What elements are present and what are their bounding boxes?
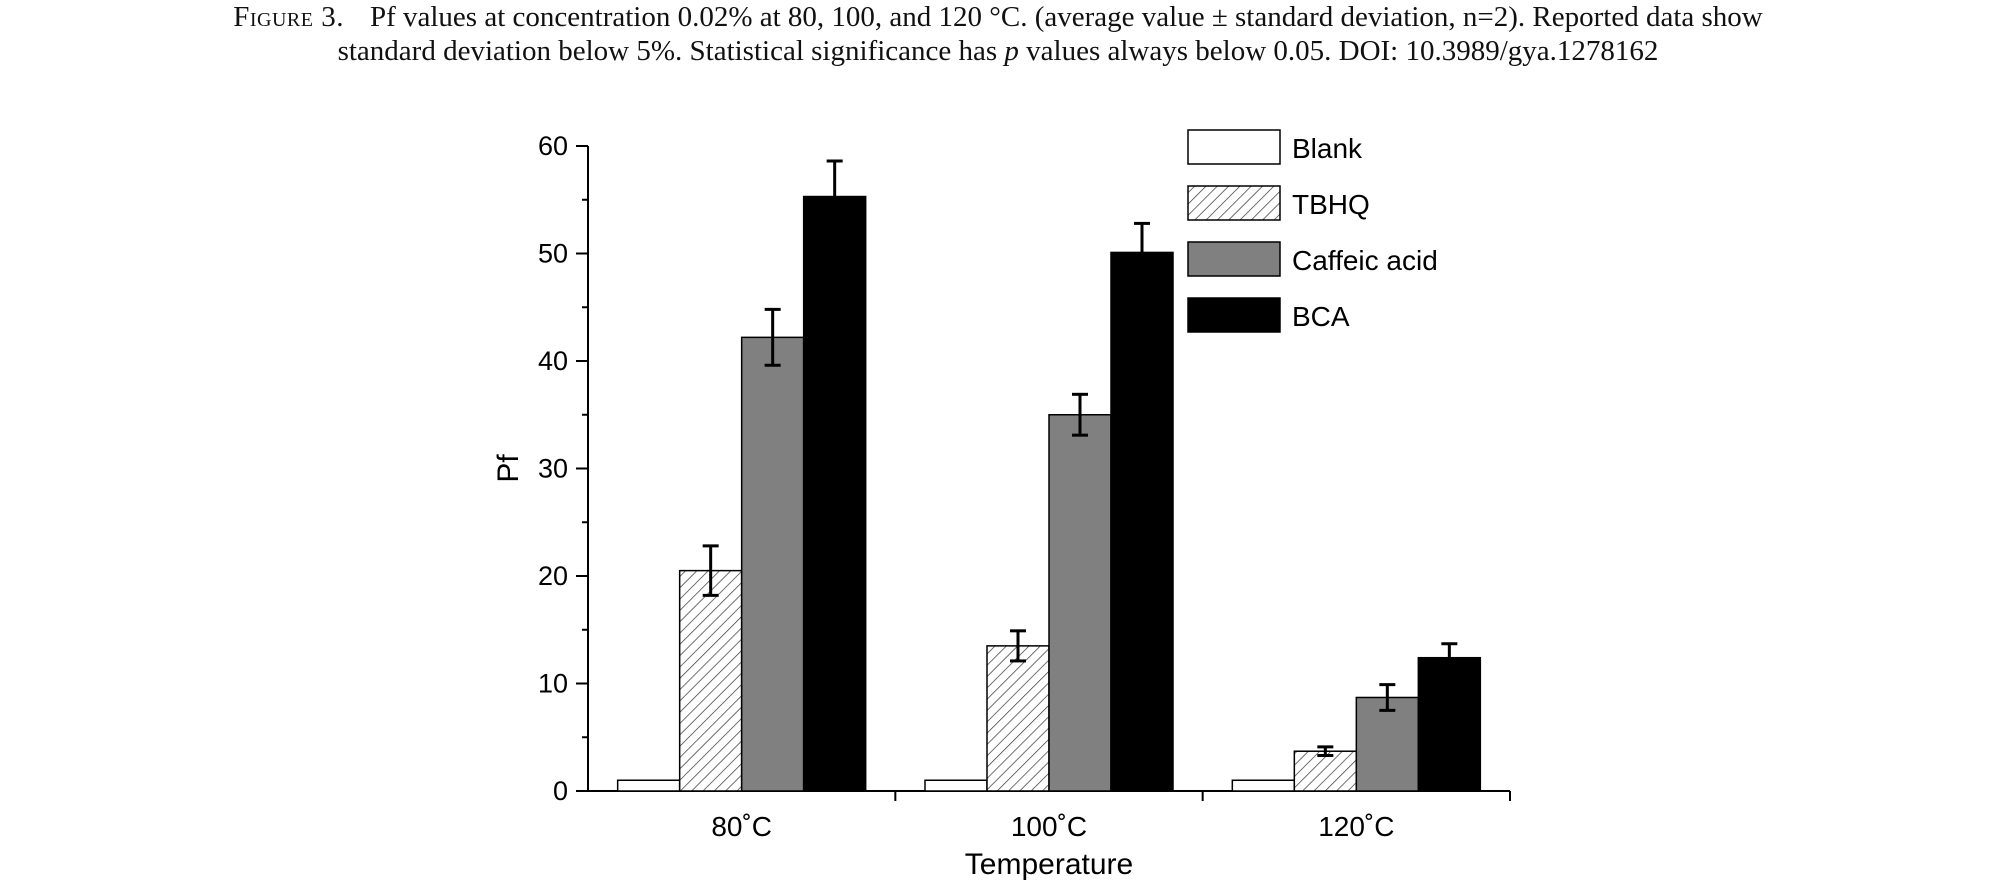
bar: [1048, 414, 1112, 792]
x-tick-label: 80˚C: [711, 811, 772, 842]
x-axis-label: Temperature: [965, 848, 1133, 881]
legend-label: Caffeic acid: [1292, 245, 1438, 276]
x-tick-label: 100˚C: [1011, 811, 1087, 842]
bar: [1417, 656, 1482, 792]
legend-label: TBHQ: [1292, 189, 1370, 220]
bar: [678, 569, 743, 792]
legend-label: Blank: [1292, 133, 1363, 164]
bar: [616, 779, 681, 792]
bar: [740, 336, 805, 792]
y-tick-label: 10: [538, 669, 568, 699]
bars: [616, 159, 1482, 792]
caption-line-1: Figure 3. Pf values at concentration 0.02…: [0, 0, 1996, 34]
bar: [924, 779, 988, 792]
x-tick-label: 120˚C: [1318, 811, 1394, 842]
y-tick-label: 20: [538, 561, 568, 591]
legend-swatch: [1187, 129, 1281, 165]
bar: [1293, 750, 1358, 792]
bar: [1355, 696, 1420, 792]
legend-swatch: [1187, 241, 1281, 277]
caption-text-line-1: Pf values at concentration 0.02% at 80, …: [369, 1, 1763, 33]
figure-caption: Figure 3. Pf values at concentration 0.02…: [0, 0, 1996, 68]
caption-text-line-2b: values always below 0.05. DOI: 10.3989/g…: [1018, 35, 1659, 67]
caption-p-italic: p: [1004, 35, 1019, 67]
y-tick-label: 50: [538, 239, 568, 269]
caption-label: Figure 3.: [233, 1, 344, 33]
legend-swatch: [1187, 297, 1281, 333]
caption-text-line-2a: standard deviation below 5%. Statistical…: [337, 35, 1005, 67]
y-tick-label: 60: [538, 131, 568, 161]
bar: [1110, 251, 1174, 792]
caption-line-2: standard deviation below 5%. Statistical…: [0, 34, 1996, 68]
legend-swatch: [1187, 185, 1281, 221]
legend: Blank TBHQ Caffeic acid BCA: [1187, 129, 1438, 333]
legend-label: BCA: [1292, 301, 1350, 332]
y-tick-label: 0: [553, 776, 568, 806]
y-tick-label: 40: [538, 346, 568, 376]
y-axis-label: Pf: [492, 454, 525, 483]
y-tick-label: 30: [538, 454, 568, 484]
bar: [1231, 779, 1296, 792]
bar: [802, 195, 867, 792]
bar: [986, 645, 1050, 792]
